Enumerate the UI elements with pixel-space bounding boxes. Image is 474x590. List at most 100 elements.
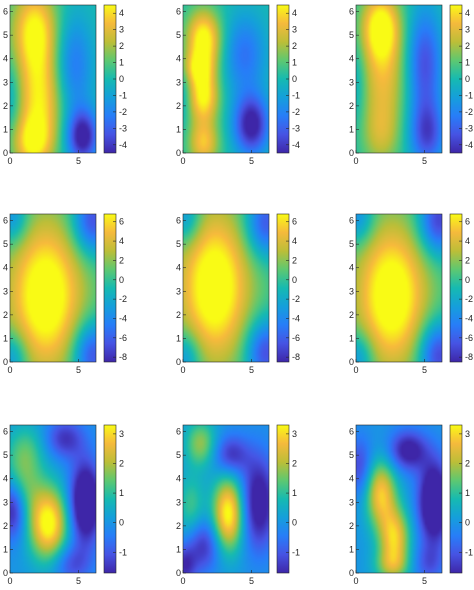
colorbar-tick-label: -2 [292, 107, 300, 117]
plot-frame [182, 4, 270, 154]
y-tick-label: 5 [349, 239, 354, 249]
y-tick-label: 4 [176, 474, 181, 484]
colorbar-tick-label: 4 [292, 8, 297, 18]
x-tick-label: 5 [249, 365, 254, 375]
colorbar-tick-label: 2 [292, 41, 297, 51]
heatmap-field [183, 5, 269, 153]
colorbar-tick-label: 0 [292, 275, 297, 285]
colorbar-tick-label: -8 [119, 352, 127, 362]
y-tick-label: 5 [176, 30, 181, 40]
colorbar [276, 213, 290, 363]
y-tick-label: 4 [3, 263, 8, 273]
y-tick-label: 5 [3, 30, 8, 40]
heatmap-field [10, 214, 96, 362]
colorbar-tick-label: -3 [119, 123, 127, 133]
x-tick-label: 0 [7, 365, 12, 375]
heatmap-field [10, 5, 96, 153]
colorbar [276, 424, 290, 574]
y-tick-label: 2 [349, 310, 354, 320]
y-tick-label: 6 [176, 427, 181, 437]
y-tick-label: 2 [176, 310, 181, 320]
y-tick-label: 5 [176, 239, 181, 249]
colorbar-tick-label: -1 [465, 90, 473, 100]
colorbar-tick-label: -4 [119, 140, 127, 150]
y-tick-label: 3 [349, 497, 354, 507]
colorbar-tick-label: 4 [465, 236, 470, 246]
colorbar-tick-label: -2 [292, 294, 300, 304]
colorbar-tick-label: 3 [292, 25, 297, 35]
plot-frame [355, 213, 443, 363]
y-tick-label: 2 [176, 521, 181, 531]
colorbar-tick-label: 1 [292, 488, 297, 498]
y-tick-label: 3 [349, 77, 354, 87]
colorbar-tick-label: -1 [119, 547, 127, 557]
colorbar-tick-label: 2 [119, 255, 124, 265]
colorbar-tick-label: -1 [119, 90, 127, 100]
colorbar-tick-label: -2 [465, 294, 473, 304]
colorbar-tick-label: -3 [465, 123, 473, 133]
colorbar-tick-label: -1 [292, 547, 300, 557]
x-tick-label: 0 [7, 156, 12, 166]
colorbar-tick-label: 3 [119, 25, 124, 35]
x-tick-label: 0 [353, 365, 358, 375]
y-tick-label: 1 [349, 124, 354, 134]
y-tick-label: 3 [349, 286, 354, 296]
colorbar-tick-label: -4 [292, 313, 300, 323]
y-tick-label: 1 [3, 333, 8, 343]
y-tick-label: 3 [176, 77, 181, 87]
heatmap-field [183, 425, 269, 573]
y-tick-label: 6 [176, 7, 181, 17]
x-tick-label: 5 [249, 576, 254, 586]
y-tick-label: 2 [349, 101, 354, 111]
y-tick-label: 4 [349, 474, 354, 484]
colorbar [449, 213, 463, 363]
y-tick-label: 4 [176, 54, 181, 64]
colorbar-tick-label: 2 [119, 458, 124, 468]
plot-frame [9, 424, 97, 574]
y-tick-label: 3 [3, 77, 8, 87]
y-tick-label: 6 [349, 7, 354, 17]
colorbar-tick-label: -8 [292, 352, 300, 362]
x-tick-label: 0 [7, 576, 12, 586]
y-tick-label: 5 [349, 30, 354, 40]
y-tick-label: 1 [176, 544, 181, 554]
y-tick-label: 2 [3, 101, 8, 111]
plot-frame [9, 4, 97, 154]
y-tick-label: 3 [3, 286, 8, 296]
colorbar-tick-label: -6 [465, 333, 473, 343]
heatmap-field [356, 214, 442, 362]
y-tick-label: 6 [3, 427, 8, 437]
y-tick-label: 0 [176, 357, 181, 367]
colorbar-tick-label: -1 [292, 90, 300, 100]
y-tick-label: 3 [3, 497, 8, 507]
colorbar-tick-label: 6 [465, 217, 470, 227]
colorbar-tick-label: 6 [119, 217, 124, 227]
colorbar-tick-label: 2 [465, 458, 470, 468]
colorbar-tick-label: 1 [465, 58, 470, 68]
y-tick-label: 2 [349, 521, 354, 531]
colorbar-tick-label: 1 [292, 58, 297, 68]
y-tick-label: 4 [3, 54, 8, 64]
colorbar-tick-label: -4 [292, 140, 300, 150]
y-tick-label: 6 [3, 7, 8, 17]
heatmap-field [10, 425, 96, 573]
x-tick-label: 5 [76, 156, 81, 166]
y-tick-label: 0 [176, 148, 181, 158]
colorbar-tick-label: -6 [292, 333, 300, 343]
x-tick-label: 5 [422, 365, 427, 375]
heatmap-panel-4: 0 1 2 3 4 5 6 0 5 -8 -6 -4 -2 0 2 4 6 [3, 213, 127, 375]
y-tick-label: 4 [349, 263, 354, 273]
colorbar-tick-label: -8 [465, 352, 473, 362]
y-tick-label: 6 [349, 427, 354, 437]
y-tick-label: 2 [3, 310, 8, 320]
y-tick-label: 0 [3, 357, 8, 367]
y-tick-label: 4 [176, 263, 181, 273]
y-tick-label: 6 [3, 216, 8, 226]
y-tick-label: 4 [349, 54, 354, 64]
colorbar [449, 424, 463, 574]
y-tick-label: 1 [3, 544, 8, 554]
y-tick-label: 1 [3, 124, 8, 134]
y-tick-label: 3 [176, 286, 181, 296]
heatmap-panel-9: 0 1 2 3 4 5 6 0 5 -1 0 1 2 3 [349, 424, 473, 586]
colorbar-tick-label: -1 [465, 547, 473, 557]
